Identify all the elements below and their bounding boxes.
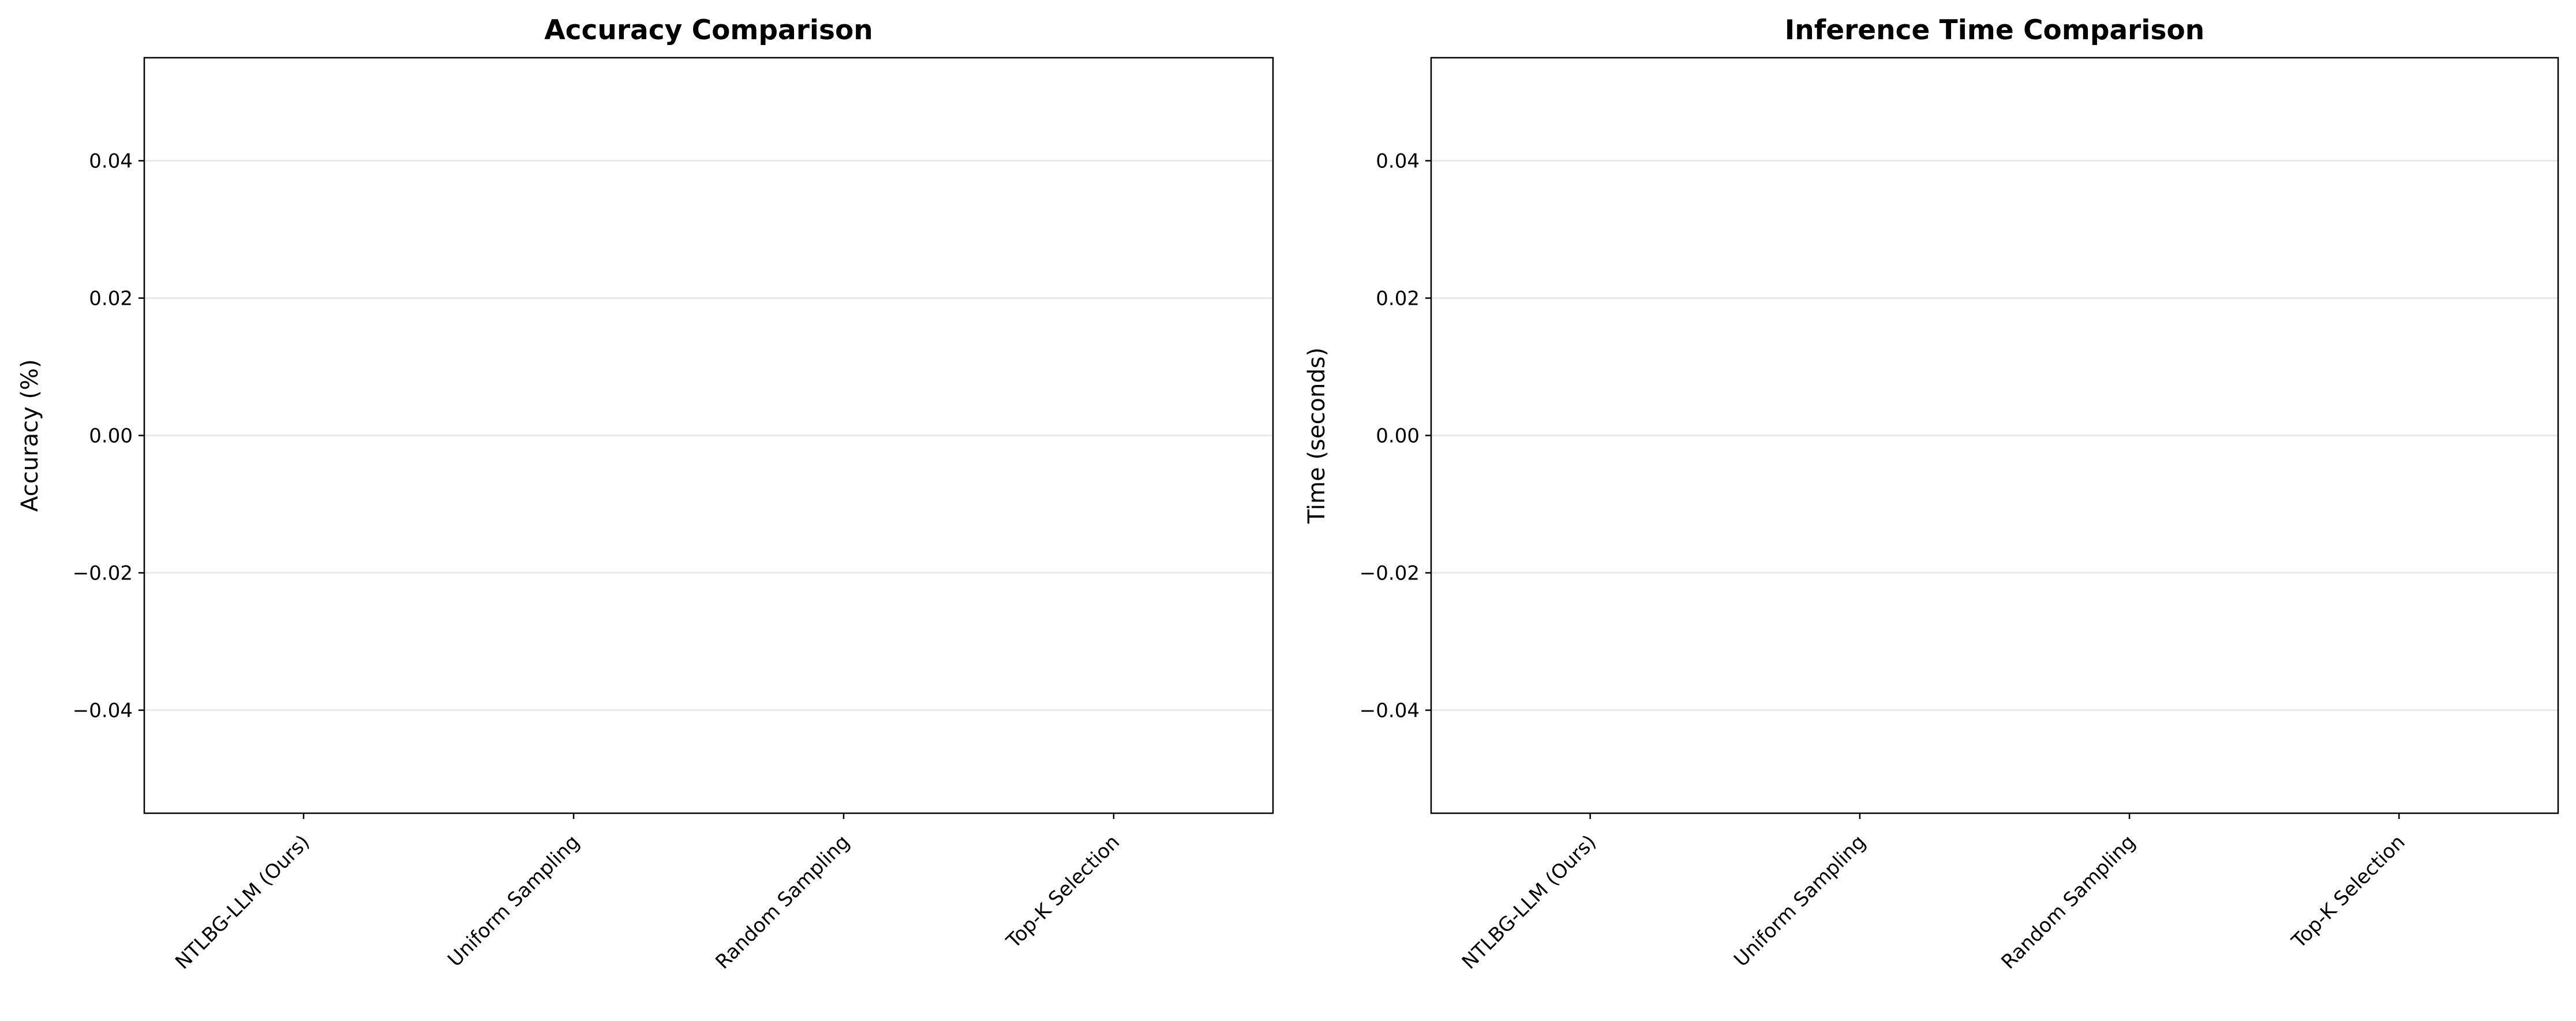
y-tick-label: 0.02 [1376,287,1420,311]
y-tick-label: 0.00 [1376,425,1420,448]
chart-title: Inference Time Comparison [1785,14,2204,46]
y-axis-label: Accuracy (%) [17,359,43,512]
chart-title: Accuracy Comparison [544,14,873,46]
plot-frame [1430,57,2559,814]
y-axis-label: Time (seconds) [1304,347,1330,524]
y-tick-label: −0.04 [73,700,133,723]
y-tick-label: −0.02 [73,562,133,585]
y-tick-label: 0.00 [89,425,133,448]
plot-frame [143,57,1274,814]
x-tick-label: Random Sampling [1997,831,2140,974]
y-tick-label: −0.04 [1360,700,1420,723]
x-tick-label: Uniform Sampling [443,831,584,971]
x-tick-label: Top-K Selection [1002,831,1124,953]
x-tick-label: NTLBG-LLM (Ours) [171,831,314,974]
x-tick-label: Uniform Sampling [1729,831,1870,971]
x-tick-label: NTLBG-LLM (Ours) [1458,831,1601,974]
y-tick-label: 0.02 [89,287,133,311]
y-tick-label: 0.04 [1376,150,1420,173]
y-tick-label: −0.02 [1360,562,1420,585]
y-tick-label: 0.04 [89,150,133,173]
x-tick-label: Random Sampling [711,831,854,974]
x-tick-label: Top-K Selection [2287,831,2409,953]
